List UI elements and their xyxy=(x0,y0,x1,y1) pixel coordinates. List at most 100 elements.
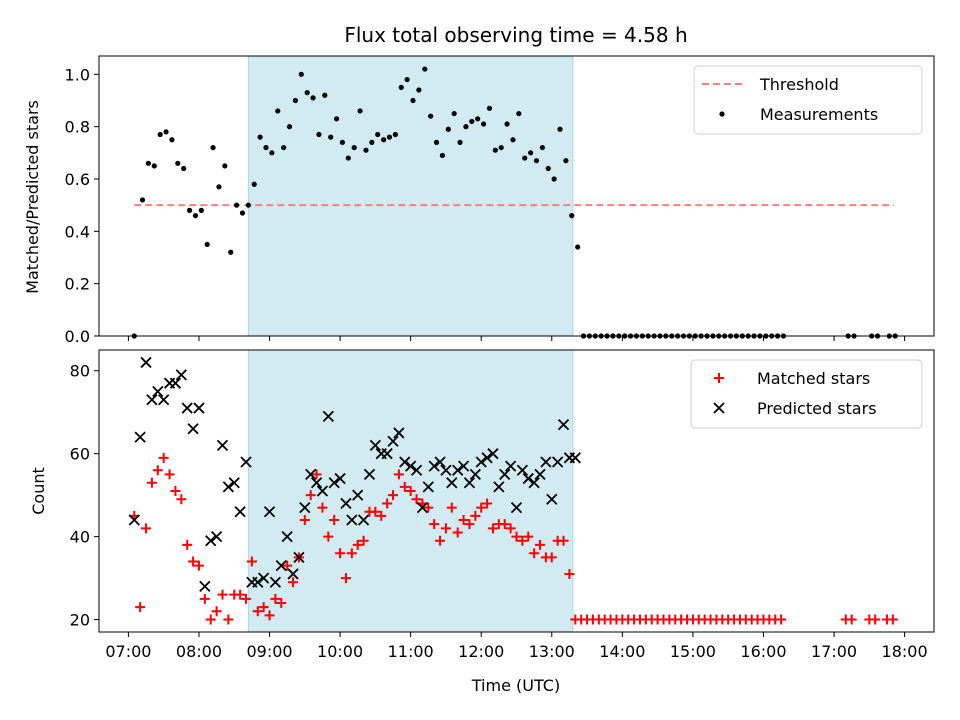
matched-star-point xyxy=(517,535,528,546)
measurement-point xyxy=(263,144,269,151)
predicted-star-point xyxy=(281,530,293,543)
measurement-point xyxy=(439,152,446,159)
matched-star-point xyxy=(470,510,481,521)
x-tick-label: 17:00 xyxy=(811,642,857,661)
measurement-point xyxy=(551,176,557,182)
top-y-tick-label: 1.0 xyxy=(65,65,90,84)
bottom-series-2 xyxy=(128,356,581,593)
matched-star-point xyxy=(335,548,346,559)
x-tick-label: 14:00 xyxy=(599,642,645,661)
predicted-star-point xyxy=(569,452,581,464)
measurement-point xyxy=(357,108,363,114)
matched-star-point xyxy=(270,593,281,604)
measurement-point xyxy=(381,137,387,143)
measurement-point xyxy=(480,121,487,127)
matched-star-point xyxy=(258,602,269,613)
x-tick-label: 12:00 xyxy=(458,642,504,661)
measurement-point xyxy=(504,121,510,127)
predicted-star-point xyxy=(534,468,546,481)
measurement-point xyxy=(286,124,293,130)
matched-star-point xyxy=(370,506,381,517)
predicted-star-point xyxy=(393,427,405,439)
predicted-star-point xyxy=(416,501,429,514)
predicted-star-point xyxy=(557,419,570,431)
measurement-point xyxy=(575,244,581,250)
measurement-point xyxy=(198,207,204,213)
measurement-point xyxy=(375,131,381,138)
measurement-point xyxy=(498,144,504,151)
bottom-y-tick-label: 80 xyxy=(70,362,90,381)
matched-star-point xyxy=(405,486,416,496)
measurement-point xyxy=(186,207,193,213)
predicted-star-point xyxy=(140,356,152,369)
predicted-star-point xyxy=(252,576,264,588)
matched-star-point xyxy=(323,531,334,542)
matched-star-point xyxy=(435,535,446,546)
bottom-legend-box xyxy=(690,359,923,429)
matched-star-point xyxy=(458,515,469,526)
matched-star-point xyxy=(558,535,569,546)
predicted-star-point xyxy=(481,452,493,464)
predicted-star-point xyxy=(146,394,158,406)
matched-star-point xyxy=(446,502,457,513)
measurement-point xyxy=(492,147,498,153)
predicted-star-point xyxy=(399,456,411,468)
predicted-star-point xyxy=(175,369,187,381)
predicted-star-point xyxy=(405,460,417,472)
matched-star-point xyxy=(135,602,146,613)
matched-star-point xyxy=(152,465,163,476)
legend-matched-swatch xyxy=(714,373,724,383)
bottom-legend-label: Matched stars xyxy=(757,369,870,388)
predicted-star-point xyxy=(410,464,423,476)
measurement-point xyxy=(204,241,210,248)
x-tick-label: 10:00 xyxy=(317,642,363,661)
measurement-point xyxy=(322,92,328,98)
predicted-star-point xyxy=(193,402,205,414)
top-legend-label: Measurements xyxy=(760,105,878,124)
measurement-point xyxy=(269,150,275,156)
measurement-point xyxy=(181,165,187,172)
measurement-point xyxy=(157,131,163,138)
measurement-point xyxy=(469,118,475,125)
predicted-star-point xyxy=(152,385,164,398)
matched-star-point xyxy=(211,606,222,617)
measurement-point xyxy=(404,76,410,83)
matched-star-point xyxy=(223,614,234,625)
measurement-point xyxy=(139,197,146,203)
bottom-legend-label: Predicted stars xyxy=(757,399,877,418)
predicted-star-point xyxy=(475,456,487,468)
matched-star-point xyxy=(358,535,369,546)
matched-star-point xyxy=(511,531,522,542)
measurement-point xyxy=(522,155,528,161)
measurement-point xyxy=(216,184,222,190)
matched-star-point xyxy=(146,477,157,488)
measurement-point xyxy=(228,249,234,255)
matched-star-point xyxy=(141,523,152,534)
matched-star-point xyxy=(776,614,787,625)
matched-star-point xyxy=(252,606,263,617)
predicted-star-point xyxy=(352,489,364,501)
matched-star-point xyxy=(182,539,193,550)
figure-title: Flux total observing time = 4.58 h xyxy=(344,23,687,47)
measurement-point xyxy=(433,139,440,145)
bottom-y-tick-label: 40 xyxy=(70,528,90,547)
measurement-point xyxy=(304,90,310,96)
measurement-point xyxy=(351,144,357,151)
measurement-point xyxy=(145,160,151,166)
predicted-star-point xyxy=(258,572,270,584)
matched-star-point xyxy=(546,552,557,563)
measurement-point xyxy=(345,155,351,161)
top-y-tick-label: 0.8 xyxy=(65,118,90,137)
top-panel: Matched/Predicted stars 0.0 0.2 0.4 0.6 0.8 1… xyxy=(23,55,935,346)
measurement-point xyxy=(328,134,334,140)
x-axis-label: Time (UTC) xyxy=(471,676,560,695)
predicted-star-point xyxy=(522,472,534,485)
predicted-star-point xyxy=(158,394,170,406)
predicted-star-point xyxy=(422,481,434,493)
predicted-star-point xyxy=(340,497,352,510)
bottom-axes-frame xyxy=(98,349,935,633)
measurement-point xyxy=(257,134,263,140)
legend-predicted-swatch xyxy=(713,402,725,414)
measurement-point xyxy=(192,213,199,219)
bottom-series-1 xyxy=(129,452,898,625)
